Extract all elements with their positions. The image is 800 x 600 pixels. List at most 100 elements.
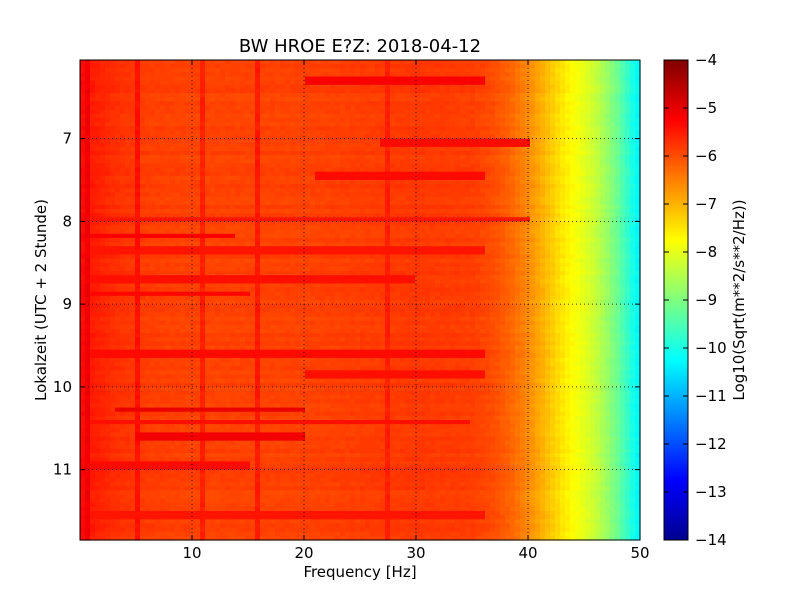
heatmap-cell [490, 130, 496, 136]
heatmap-cell [520, 200, 526, 206]
heatmap-cell [475, 159, 481, 165]
heatmap-cell [125, 101, 131, 107]
heatmap-cell [495, 233, 501, 239]
heatmap-cell [220, 167, 226, 173]
heatmap-cell [600, 233, 606, 239]
heatmap-cell [545, 200, 551, 206]
heatmap-cell [90, 180, 96, 185]
heatmap-cell [620, 180, 626, 185]
heatmap-cell [425, 233, 431, 239]
heatmap-cell [635, 184, 641, 189]
heatmap-cell [95, 237, 101, 243]
heatmap-cell [465, 155, 471, 160]
heatmap-cell [505, 130, 511, 136]
heatmap-cell [395, 155, 401, 160]
heatmap-cell [370, 155, 376, 160]
heatmap-cell [90, 233, 96, 239]
heatmap-cell [630, 138, 636, 144]
heatmap-cell [595, 146, 601, 152]
heatmap-cell [250, 242, 256, 247]
heatmap-cell [570, 76, 576, 82]
heatmap-cell [560, 180, 566, 185]
heatmap-cell [440, 163, 446, 169]
heatmap-cell [295, 142, 301, 148]
heatmap-cell [565, 109, 571, 115]
heatmap-cell [215, 155, 221, 160]
heatmap-cell [300, 68, 306, 74]
heatmap-cell [315, 225, 321, 231]
heatmap-cell [560, 188, 566, 194]
heatmap-cell [520, 213, 526, 218]
heatmap-cell [485, 134, 491, 140]
heatmap-cell [635, 113, 641, 119]
heatmap-cell [435, 229, 441, 235]
heatmap-cell [200, 146, 206, 152]
heatmap-cell [370, 188, 376, 194]
heatmap-cell [315, 76, 321, 82]
heatmap-cell [605, 233, 611, 239]
heatmap-cell [505, 76, 511, 82]
heatmap-cell [485, 159, 491, 165]
heatmap-cell [100, 60, 106, 65]
heatmap-cell [345, 196, 351, 202]
heatmap-cell [330, 68, 336, 74]
heatmap-cell [215, 60, 221, 65]
heatmap-cell [265, 138, 271, 144]
heatmap-cell [80, 217, 86, 222]
heatmap-cell [105, 130, 111, 136]
heatmap-cell [435, 68, 441, 74]
heatmap-cell [95, 242, 101, 247]
heatmap-cell [190, 109, 196, 115]
heatmap-cell [215, 167, 221, 173]
heatmap-cell [160, 188, 166, 194]
heatmap-cell [565, 200, 571, 206]
heatmap-cell [315, 146, 321, 152]
heatmap-cell [420, 138, 426, 144]
heatmap-cell [440, 167, 446, 173]
heatmap-cell [200, 126, 206, 131]
heatmap-cell [265, 167, 271, 173]
heatmap-cell [360, 126, 366, 131]
heatmap-cell [190, 142, 196, 148]
heatmap-cell [155, 167, 161, 173]
heatmap-cell [440, 233, 446, 239]
heatmap-cell [590, 167, 596, 173]
heatmap-cell [130, 155, 136, 160]
heatmap-cell [430, 109, 436, 115]
heatmap-cell [435, 122, 441, 127]
heatmap-cell [80, 88, 86, 94]
heatmap-cell [365, 171, 371, 177]
heatmap-cell [270, 60, 276, 65]
heatmap-cell [185, 130, 191, 136]
heatmap-cell [520, 184, 526, 189]
heatmap-cell [145, 88, 151, 94]
heatmap-cell [160, 84, 166, 90]
heatmap-cell [275, 80, 281, 86]
heatmap-cell [155, 142, 161, 148]
heatmap-cell [305, 184, 311, 189]
heatmap-cell [220, 126, 226, 131]
heatmap-cell [635, 84, 641, 90]
heatmap-cell [530, 117, 536, 123]
heatmap-cell [390, 142, 396, 148]
heatmap-cell [320, 196, 326, 202]
heatmap-cell [575, 117, 581, 123]
heatmap-cell [355, 113, 361, 119]
heatmap-cell [470, 72, 476, 78]
heatmap-cell [140, 113, 146, 119]
heatmap-cell [570, 237, 576, 243]
heatmap-cell [115, 97, 121, 102]
heatmap-cell [110, 155, 116, 160]
heatmap-cell [305, 109, 311, 115]
heatmap-cell [255, 105, 261, 111]
heatmap-cell [555, 101, 561, 107]
heatmap-cell [385, 97, 391, 102]
heatmap-cell [200, 233, 206, 239]
heatmap-cell [425, 146, 431, 152]
heatmap-cell [500, 151, 506, 156]
heatmap-cell [360, 80, 366, 86]
heatmap-cell [280, 225, 286, 231]
heatmap-cell [355, 84, 361, 90]
heatmap-cell [95, 142, 101, 148]
